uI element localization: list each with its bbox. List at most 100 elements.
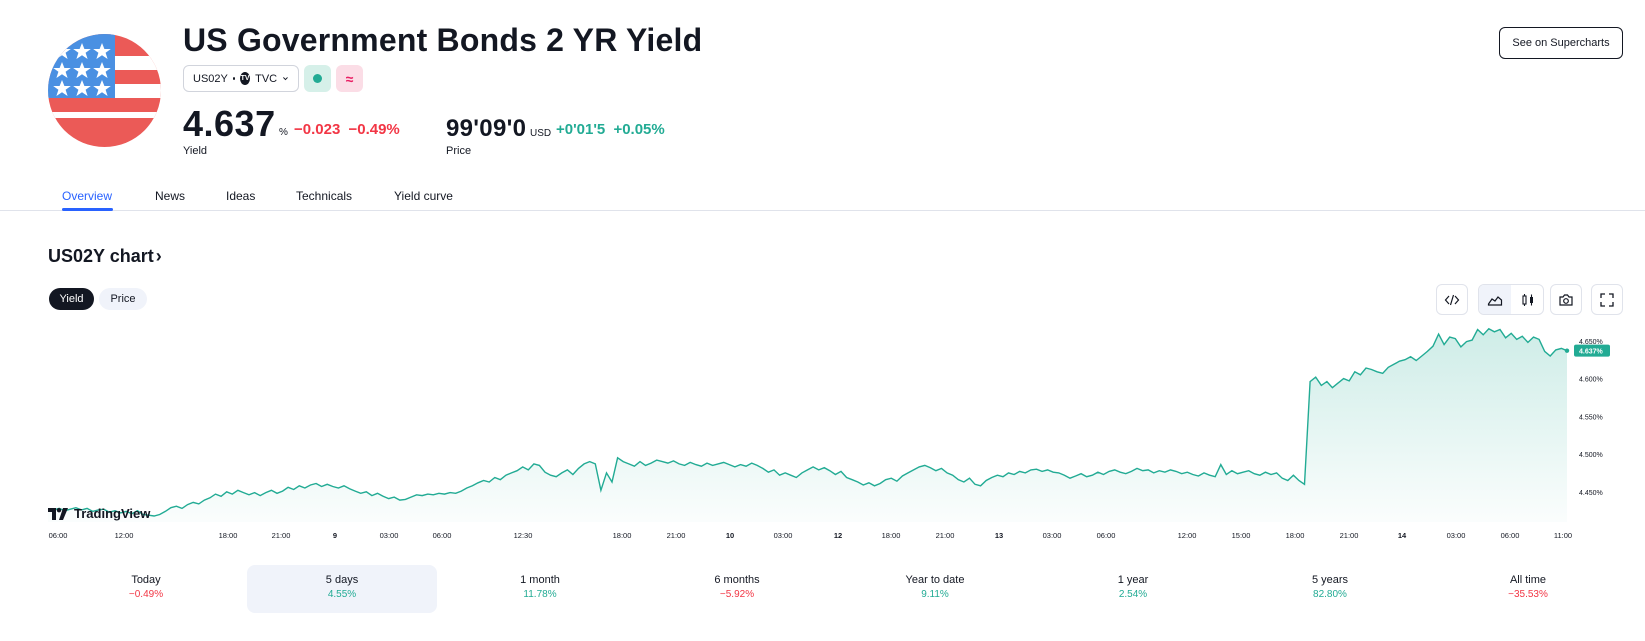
- tab-yield-curve[interactable]: Yield curve: [394, 189, 453, 203]
- fullscreen-icon: [1600, 292, 1614, 307]
- y-tick-label: 4.500%: [1579, 452, 1603, 459]
- y-tick-label: 4.600%: [1579, 377, 1603, 384]
- period-label: 6 months: [714, 574, 760, 586]
- x-tick-label: 15:00: [1232, 531, 1251, 540]
- exchange-label: TVC: [255, 72, 278, 85]
- price-change: +0'01'5 +0.05%: [556, 121, 665, 138]
- period-value: 82.80%: [1313, 589, 1347, 600]
- tab-news[interactable]: News: [155, 189, 186, 203]
- x-tick-label: 18:00: [1286, 531, 1305, 540]
- x-tick-label: 06:00: [1097, 531, 1116, 540]
- y-tick-label: 4.650%: [1579, 339, 1603, 346]
- period-all-time[interactable]: All time −35.53%: [1433, 565, 1623, 613]
- tradingview-logo-icon: [48, 507, 68, 520]
- last-value-label: 4.637%: [1579, 349, 1604, 356]
- area-chart-icon: [1487, 295, 1503, 306]
- tab-overview[interactable]: Overview: [62, 189, 113, 203]
- chart-title: US02Y chart: [48, 246, 154, 266]
- active-tab-indicator: [62, 208, 113, 211]
- x-tick-label: 06:00: [1501, 531, 1520, 540]
- period-label: All time: [1509, 574, 1547, 586]
- symbol-selector[interactable]: US02Y TV TVC: [183, 65, 299, 92]
- series-area: [48, 328, 1567, 522]
- period-1-month[interactable]: 1 month 11.78%: [445, 565, 635, 613]
- tab-ideas[interactable]: Ideas: [226, 189, 256, 203]
- period-label: Today: [131, 574, 161, 586]
- candles-chart-button[interactable]: [1512, 285, 1544, 314]
- chart-title-link[interactable]: US02Y chart ›: [48, 246, 162, 267]
- x-tick-label: 12: [834, 531, 842, 540]
- period-value: 9.11%: [921, 589, 949, 600]
- watermark-text: TradingView: [74, 506, 151, 521]
- series-line: [47, 327, 1568, 517]
- period-5-years[interactable]: 5 years 82.80%: [1235, 565, 1425, 613]
- market-open-badge[interactable]: [304, 65, 331, 92]
- area-chart-button[interactable]: [1479, 285, 1511, 314]
- x-tick-label: 18:00: [882, 531, 901, 540]
- period-value: −35.53%: [1508, 589, 1548, 600]
- x-tick-label: 21:00: [936, 531, 955, 540]
- x-tick-label: 21:00: [272, 531, 291, 540]
- yield-value: 4.637: [183, 103, 276, 144]
- candles-icon: [1522, 293, 1533, 306]
- status-dot-icon: [313, 74, 322, 83]
- tradingview-logo-icon: TV: [240, 72, 251, 85]
- period-value: 4.55%: [327, 589, 357, 600]
- period-value: −0.49%: [128, 589, 164, 600]
- embed-code-icon: [1444, 294, 1460, 305]
- x-tick-label: 11:00: [1554, 531, 1572, 540]
- section-tabs: Overview News Ideas Technicals Yield cur…: [0, 177, 1645, 211]
- x-tick-label: 03:00: [774, 531, 793, 540]
- period-label: Year to date: [905, 574, 965, 586]
- screenshot-button[interactable]: [1550, 284, 1582, 315]
- yield-unit: %: [279, 127, 288, 138]
- period-6-months[interactable]: 6 months −5.92%: [642, 565, 832, 613]
- period-today[interactable]: Today −0.49%: [51, 565, 241, 613]
- x-tick-label: 21:00: [1340, 531, 1359, 540]
- price-label: Price: [446, 145, 472, 157]
- separator-dot: [232, 77, 236, 80]
- yield-label: Yield: [183, 145, 208, 157]
- x-tick-label: 06:00: [433, 531, 452, 540]
- x-tick-label: 18:00: [219, 531, 238, 540]
- period-label: 5 years: [1311, 574, 1349, 586]
- x-tick-label: 10: [726, 531, 734, 540]
- chevron-down-icon: [283, 77, 288, 81]
- approx-icon: ≈: [345, 70, 354, 87]
- yield-change: −0.023 −0.49%: [294, 121, 400, 138]
- last-point-marker: [1564, 348, 1570, 353]
- see-on-supercharts-button[interactable]: See on Supercharts: [1499, 27, 1623, 59]
- chevron-right-icon: ›: [155, 246, 162, 266]
- camera-icon: [1559, 293, 1573, 306]
- toggle-price[interactable]: Price: [99, 288, 147, 310]
- period-value: 2.54%: [1118, 589, 1148, 600]
- page-title: US Government Bonds 2 YR Yield: [183, 22, 703, 58]
- period-1-year[interactable]: 1 year 2.54%: [1038, 565, 1228, 613]
- x-tick-label: 12:00: [115, 531, 134, 540]
- tab-technicals[interactable]: Technicals: [296, 189, 353, 203]
- y-tick-label: 4.450%: [1579, 490, 1603, 497]
- tradingview-watermark: TradingView: [48, 506, 150, 521]
- period-label: 1 month: [520, 574, 560, 586]
- delayed-data-badge[interactable]: ≈: [336, 65, 363, 92]
- x-tick-label: 14: [1398, 531, 1407, 540]
- yield-change-pct: −0.49%: [348, 121, 400, 138]
- yield-chart[interactable]: 4.650% 4.600% 4.550% 4.500% 4.450% 4.637% 06:…: [0, 322, 1645, 547]
- period-label: 1 year: [1117, 574, 1149, 586]
- period-value: 11.78%: [523, 589, 557, 600]
- period-5-days[interactable]: 5 days 4.55%: [247, 565, 437, 613]
- price-value: 99'09'0: [446, 115, 527, 142]
- chart-style-group: [1478, 284, 1544, 315]
- x-tick-label: 03:00: [380, 531, 399, 540]
- x-tick-label: 06:00: [49, 531, 68, 540]
- period-year-to-date[interactable]: Year to date 9.11%: [840, 565, 1030, 613]
- toggle-yield[interactable]: Yield: [49, 288, 94, 310]
- x-tick-label: 12:00: [1178, 531, 1197, 540]
- price-unit: USD: [530, 128, 552, 139]
- period-label: 5 days: [325, 574, 359, 586]
- embed-code-button[interactable]: [1436, 284, 1468, 315]
- us-flag-logo: [48, 34, 161, 147]
- fullscreen-button[interactable]: [1591, 284, 1623, 315]
- x-tick-label: 03:00: [1043, 531, 1062, 540]
- x-tick-label: 9: [333, 531, 337, 540]
